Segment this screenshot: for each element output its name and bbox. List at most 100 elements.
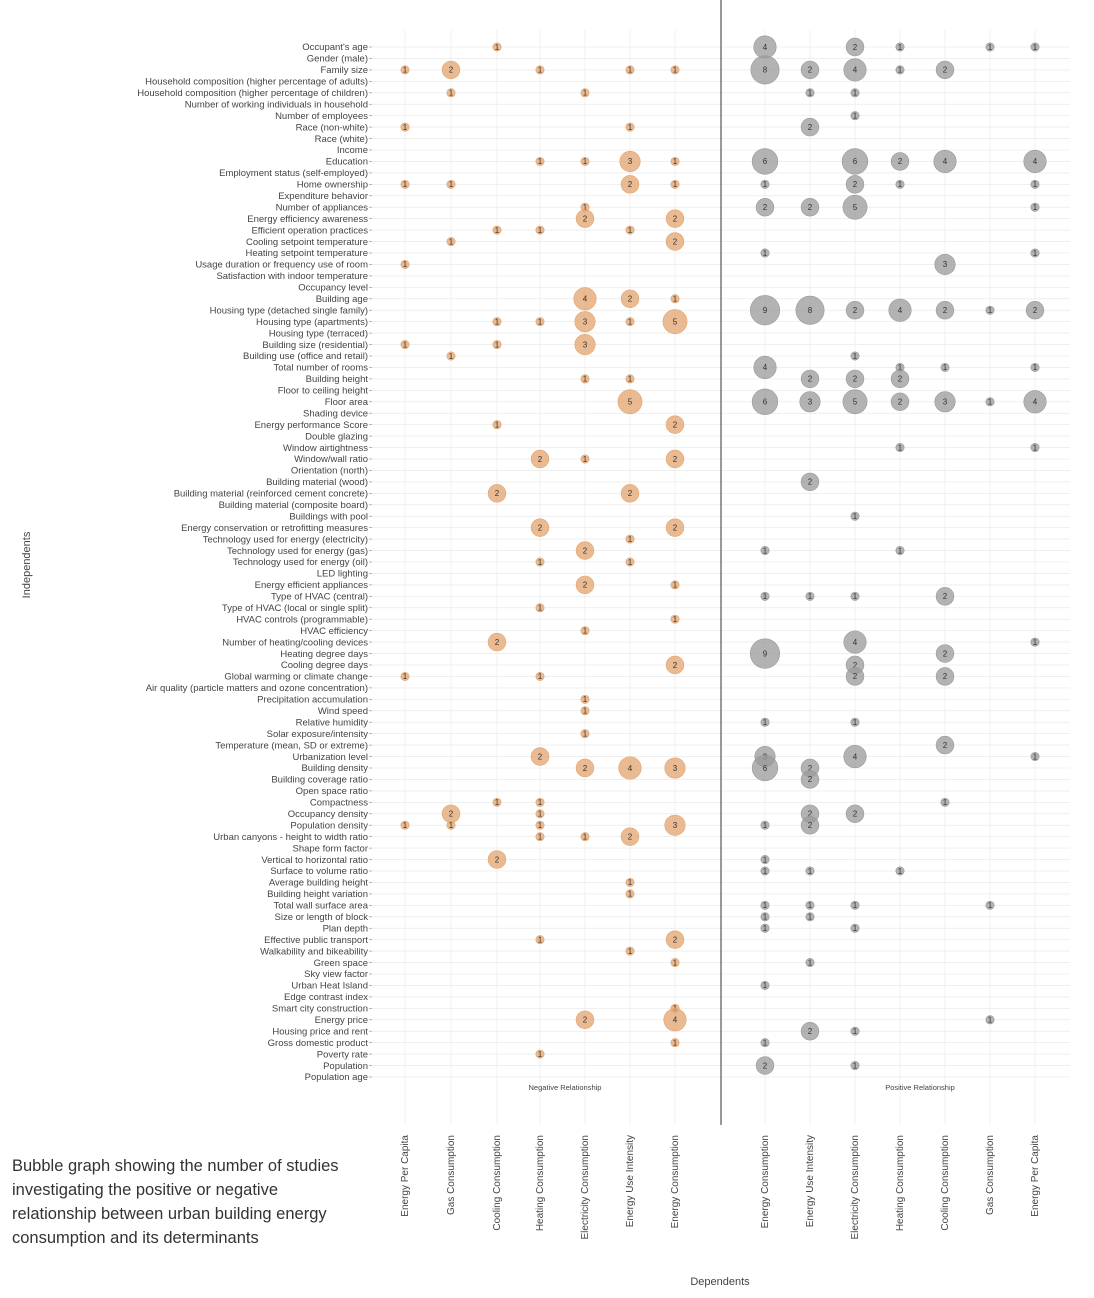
bubble-circle bbox=[850, 511, 860, 521]
bubble-circle bbox=[625, 225, 635, 235]
bubble-circle bbox=[446, 237, 456, 247]
bubble-circle bbox=[841, 148, 869, 175]
bubble: 3 bbox=[799, 391, 821, 413]
row-label: Smart city construction bbox=[272, 1004, 368, 1015]
bubble-circle bbox=[985, 42, 995, 52]
bubble-circle bbox=[665, 930, 685, 949]
bubble-value: 2 bbox=[853, 306, 858, 315]
bubble-circle bbox=[535, 671, 545, 681]
bubble-value: 3 bbox=[583, 317, 588, 326]
row-label: Poverty rate bbox=[317, 1049, 368, 1060]
bubble-circle bbox=[670, 156, 680, 166]
bubble-circle bbox=[446, 820, 456, 830]
bubble: 1 bbox=[895, 546, 905, 555]
row-label: Usage duration or frequency use of room bbox=[195, 260, 368, 271]
bubble-circle bbox=[895, 443, 905, 453]
bubble: 1 bbox=[580, 626, 590, 636]
bubble-circle bbox=[755, 1056, 775, 1075]
bubble: 2 bbox=[890, 152, 910, 171]
bubble-value: 1 bbox=[538, 798, 543, 807]
bubble-circle bbox=[492, 797, 502, 807]
bubble-value: 2 bbox=[853, 180, 858, 189]
bubble: 1 bbox=[625, 946, 635, 956]
bubble-value: 5 bbox=[853, 203, 858, 212]
bubble-value: 1 bbox=[763, 1038, 768, 1047]
bubble-value: 1 bbox=[628, 558, 633, 567]
bubble-value: 3 bbox=[583, 340, 588, 349]
bubble: 1 bbox=[446, 88, 456, 98]
column-label: Energy Consumption bbox=[760, 1135, 771, 1228]
bubble: 2 bbox=[530, 518, 550, 537]
bubble-value: 1 bbox=[853, 352, 858, 361]
bubble-value: 2 bbox=[853, 810, 858, 819]
bubble-value: 2 bbox=[763, 203, 768, 212]
bubble-circle bbox=[850, 1061, 860, 1071]
bubble-value: 1 bbox=[763, 981, 768, 990]
column-label: Energy Per Capita bbox=[400, 1135, 411, 1217]
bubble: 5 bbox=[842, 194, 868, 220]
bubble: 2 bbox=[845, 175, 865, 194]
row-label: Total number of rooms bbox=[273, 363, 368, 374]
bubble-value: 2 bbox=[808, 821, 813, 830]
bubble: 2 bbox=[890, 369, 910, 389]
bubble-value: 1 bbox=[1033, 180, 1038, 189]
bubble-circle bbox=[580, 626, 590, 636]
bubble-value: 1 bbox=[988, 398, 993, 407]
bubble-value: 1 bbox=[763, 249, 768, 258]
bubble-circle bbox=[575, 758, 595, 778]
row-label: Temperature (mean, SD or extreme) bbox=[215, 740, 368, 751]
bubble-circle bbox=[749, 638, 781, 669]
bubble-value: 2 bbox=[898, 375, 903, 384]
bubble: 5 bbox=[662, 309, 688, 335]
row-label: Floor to ceiling height bbox=[278, 386, 369, 397]
bubble-circle bbox=[580, 694, 590, 704]
bubble-value: 1 bbox=[1033, 43, 1038, 52]
bubble-circle bbox=[800, 60, 820, 80]
bubble-value: 1 bbox=[538, 821, 543, 830]
bubble-value: 2 bbox=[628, 295, 633, 304]
bubble: 3 bbox=[664, 757, 686, 779]
bubble: 1 bbox=[1030, 42, 1040, 52]
bubble: 1 bbox=[625, 317, 635, 326]
bubble-circle bbox=[535, 65, 545, 75]
bubble-value: 1 bbox=[628, 123, 633, 132]
bubble-value: 1 bbox=[898, 443, 903, 452]
bubble-value: 1 bbox=[808, 867, 813, 876]
bubble-circle bbox=[850, 111, 860, 121]
bubble-value: 2 bbox=[808, 810, 813, 819]
bubble-circle bbox=[625, 374, 635, 384]
bubble-value: 1 bbox=[1033, 249, 1038, 258]
bubble-value: 1 bbox=[583, 832, 588, 841]
bubble-circle bbox=[670, 958, 680, 968]
bubble-circle bbox=[400, 820, 410, 830]
bubble: 1 bbox=[895, 866, 905, 876]
bubble-value: 4 bbox=[583, 295, 588, 304]
bubble: 2 bbox=[665, 518, 685, 537]
row-label: Building material (wood) bbox=[266, 477, 368, 488]
bubble-value: 1 bbox=[495, 798, 500, 807]
bubble-circle bbox=[749, 295, 781, 326]
row-label: Household composition (higher percentage… bbox=[145, 77, 368, 88]
row-label: Window airtightness bbox=[283, 443, 368, 454]
bubble-value: 2 bbox=[628, 832, 633, 841]
bubble: 1 bbox=[670, 294, 680, 304]
bubble-value: 4 bbox=[898, 306, 903, 315]
row-label: Plan depth bbox=[323, 923, 368, 934]
bubble-circle bbox=[895, 179, 905, 189]
bubble-value: 3 bbox=[943, 398, 948, 407]
bubble-value: 1 bbox=[538, 810, 543, 819]
bubble-value: 1 bbox=[988, 306, 993, 315]
bubble: 1 bbox=[625, 877, 635, 887]
bubble-circle bbox=[935, 60, 955, 80]
bubble: 2 bbox=[665, 209, 685, 228]
bubble-value: 2 bbox=[853, 661, 858, 670]
row-label: Housing price and rent bbox=[272, 1026, 368, 1037]
bubble-circle bbox=[662, 309, 688, 335]
row-label: Sky view factor bbox=[304, 969, 368, 980]
bubble-value: 2 bbox=[673, 935, 678, 944]
y-axis-title: Independents bbox=[21, 531, 33, 598]
bubble-value: 1 bbox=[403, 821, 408, 830]
bubble-value: 1 bbox=[583, 695, 588, 704]
bubble: 2 bbox=[441, 804, 461, 823]
